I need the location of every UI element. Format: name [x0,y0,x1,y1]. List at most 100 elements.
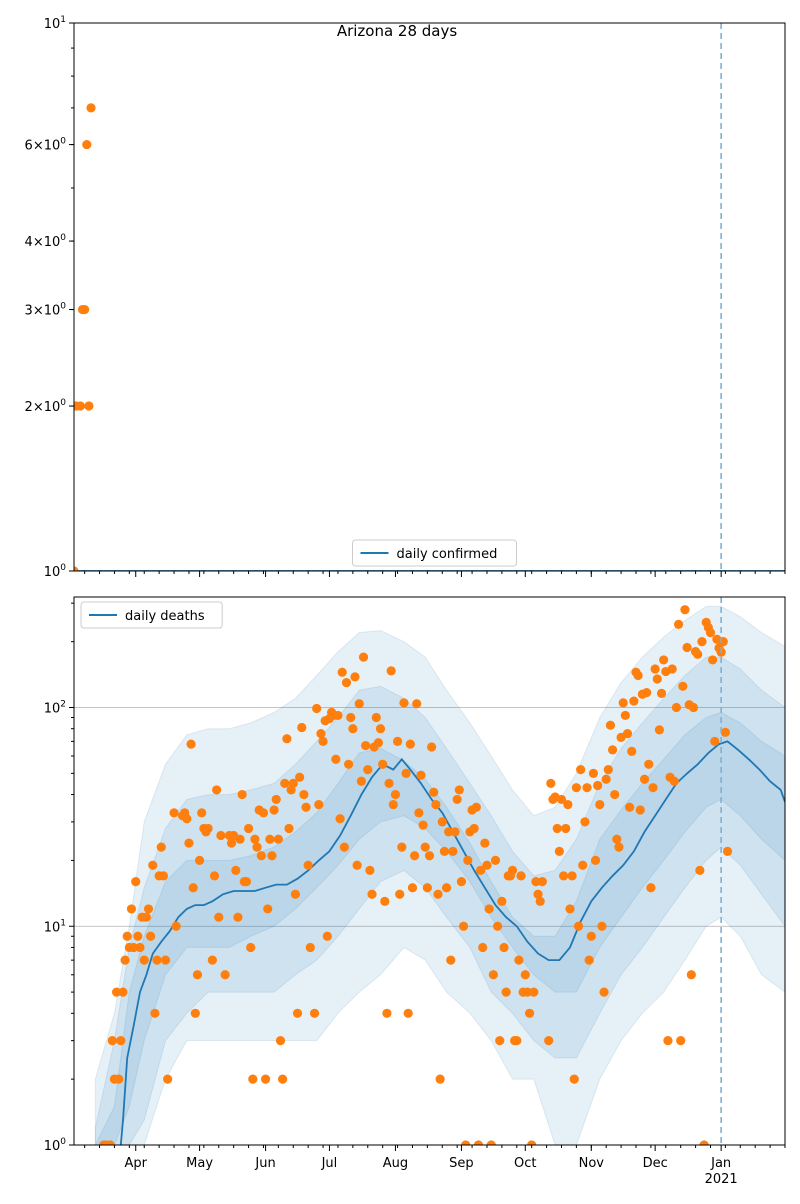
data-point [260,1074,271,1084]
legend-box [80,601,223,629]
data-point [573,921,584,931]
data-point [493,921,503,931]
data-point [720,727,730,737]
data-point [220,970,230,980]
data-point [422,883,432,893]
data-point [84,401,94,411]
data-point [486,1140,496,1145]
data-point [333,710,343,721]
data-point [516,871,526,881]
data-point [439,846,450,856]
data-point [648,783,658,793]
data-point [584,955,594,965]
data-point [718,637,728,647]
data-point [484,904,494,914]
data-point [209,871,220,881]
data-point [605,720,616,730]
data-point [318,736,328,746]
y-tick-label: 2×100 [25,398,67,415]
data-point [499,942,509,953]
data-point [452,794,462,805]
data-point [305,942,315,953]
data-point [139,955,149,965]
data-point [382,1008,392,1018]
data-point [314,799,324,810]
data-point [612,834,622,844]
data-point [663,1036,673,1046]
data-point [490,855,501,866]
x-tick-label: May [186,1156,213,1171]
data-point [122,931,132,941]
x-tick-year-label: 2021 [705,1172,738,1187]
data-point [265,834,275,844]
x-tick-label: Aug [383,1156,408,1171]
data-point [478,942,488,953]
data-point [194,855,205,866]
data-point [580,817,590,827]
data-point [686,970,696,980]
data-point [527,1140,537,1145]
data-point [680,605,690,615]
data-point [169,808,179,818]
data-point [188,883,198,893]
data-point [576,765,586,775]
y-tick-label: 6×100 [25,137,67,154]
y-tick-label: 100 [44,563,67,580]
data-point [514,955,524,965]
data-point [190,1008,200,1018]
data-point [235,834,245,844]
data-point [416,770,426,780]
data-point [403,1008,413,1018]
legend: daily confirmed [352,539,517,567]
data-point [437,817,447,827]
data-point [331,754,341,764]
data-point [292,1008,303,1018]
legend-label: daily deaths [125,609,205,624]
data-point [388,799,398,810]
x-tick-label: Oct [514,1156,536,1171]
data-point [650,664,660,674]
data-point [256,851,266,861]
data-point [622,728,633,739]
data-point [627,746,637,756]
data-point [352,860,362,870]
data-point [448,846,458,856]
data-point [231,865,241,876]
data-point [654,725,665,735]
data-point [75,401,85,411]
y-tick-label: 102 [44,700,66,717]
data-point [375,724,386,734]
uncertainty-band [94,605,785,1145]
data-point [441,883,452,893]
data-point [620,710,630,721]
data-point [214,912,224,922]
data-point [111,987,122,997]
data-point [363,765,373,775]
data-point [365,865,375,876]
data-point [671,702,682,713]
data-point [646,883,656,893]
data-point [544,1036,554,1046]
data-point [708,655,718,665]
data-point [561,823,571,834]
data-point [295,772,305,782]
data-point [501,987,511,997]
data-point [335,814,345,824]
data-point [250,834,260,844]
data-point [659,655,669,665]
data-point [435,1074,445,1084]
legend-label: daily confirmed [397,547,498,562]
data-point [348,724,358,734]
x-tick-label: Jul [321,1156,338,1171]
data-point [299,789,309,800]
data-point [629,696,639,706]
data-point [597,921,607,931]
data-point [395,889,405,899]
data-point [150,1008,160,1018]
data-point [454,785,464,795]
data-point [284,823,294,834]
data-point [126,904,137,914]
data-point [614,842,624,852]
data-point [407,883,418,893]
